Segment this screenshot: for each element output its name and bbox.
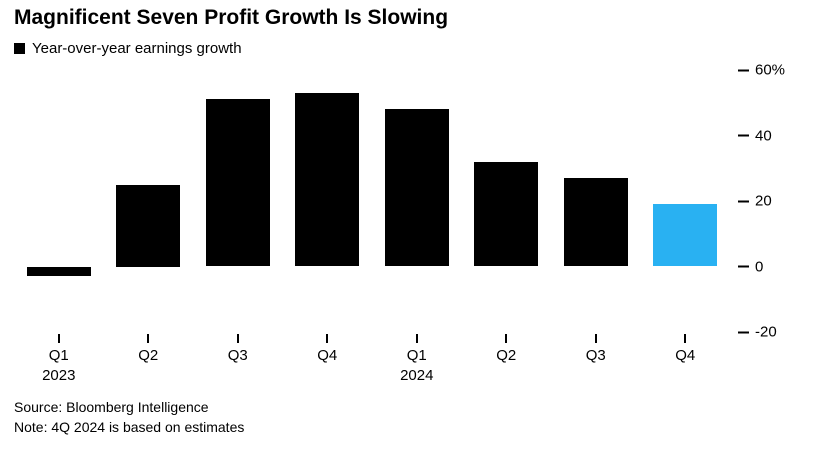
y-tick-40: 40 (738, 127, 772, 144)
x-tick-mark (326, 334, 329, 343)
y-tick--20: -20 (738, 324, 777, 341)
x-tick-label: Q3 (585, 347, 606, 364)
legend-label: Year-over-year earnings growth (32, 40, 242, 57)
bar-q1-4 (384, 109, 449, 267)
x-tick-label: Q1 (48, 347, 69, 364)
x-tick-label: Q2 (496, 347, 517, 364)
x-year-label: 2024 (400, 367, 434, 384)
chart-footer: Source: Bloomberg Intelligence Note: 4Q … (14, 398, 244, 437)
chart-legend: Year-over-year earnings growth (14, 40, 242, 57)
x-tick-mark (236, 334, 239, 343)
y-tick-label: 60% (755, 61, 786, 79)
x-cell-1: Q2 (104, 334, 194, 364)
bar-q3-6 (563, 178, 628, 267)
x-year-label: 2023 (42, 367, 76, 384)
x-axis: Q1 2023 Q2 Q3 Q4 Q1 2024 Q2 Q3 Q4 (14, 334, 730, 396)
x-tick-label: Q4 (675, 347, 696, 364)
y-tick-label: 40 (755, 127, 772, 144)
x-cell-5: Q2 (462, 334, 552, 364)
legend-swatch-icon (14, 43, 25, 54)
x-cell-4: Q1 2024 (372, 334, 462, 384)
y-tick-60: 60% (738, 62, 785, 79)
y-tick-mark (738, 69, 749, 71)
y-tick-mark (738, 200, 749, 202)
x-cell-7: Q4 (641, 334, 731, 364)
x-tick-mark (684, 334, 687, 343)
bar-q1-0 (26, 266, 91, 277)
y-tick-mark (738, 331, 749, 333)
y-tick-20: 20 (738, 193, 772, 210)
bar-q4-3 (295, 92, 360, 267)
x-tick-label: Q1 (406, 347, 427, 364)
bar-q4-7 (653, 204, 718, 267)
x-tick-label: Q2 (138, 347, 159, 364)
note-text: Note: 4Q 2024 is based on estimates (14, 418, 245, 435)
bar-q2-1 (116, 184, 181, 267)
y-tick-label: 20 (755, 192, 772, 210)
x-tick-mark (147, 334, 150, 343)
y-axis: 60% 40 20 0 -20 (738, 62, 812, 341)
y-tick-label: -20 (755, 323, 777, 341)
source-text: Source: Bloomberg Intelligence (14, 399, 209, 415)
y-tick-label: 0 (755, 258, 764, 275)
x-tick-label: Q4 (317, 347, 338, 364)
y-tick-mark (738, 265, 749, 268)
y-tick-mark (738, 134, 749, 137)
x-tick-mark (594, 334, 597, 343)
x-cell-0: Q1 2023 (14, 334, 104, 384)
x-cell-2: Q3 (193, 334, 283, 364)
plot-area (14, 70, 730, 332)
y-tick-0: 0 (738, 258, 763, 275)
bar-q2-5 (474, 161, 539, 267)
x-tick-mark (57, 334, 60, 343)
bar-q3-2 (205, 99, 270, 267)
x-tick-mark (415, 334, 418, 343)
chart-title: Magnificent Seven Profit Growth Is Slowi… (14, 6, 449, 29)
x-cell-6: Q3 (551, 334, 641, 364)
x-tick-mark (505, 334, 508, 343)
x-tick-label: Q3 (227, 347, 248, 364)
x-cell-3: Q4 (283, 334, 373, 364)
